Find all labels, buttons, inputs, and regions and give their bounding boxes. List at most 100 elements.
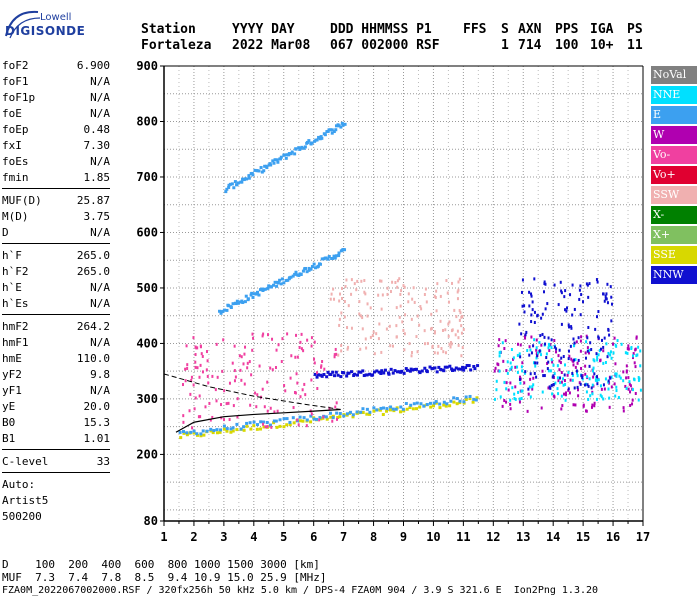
echo-point (494, 366, 497, 370)
echo-point (289, 376, 292, 380)
echo-point (402, 409, 406, 413)
echo-point (227, 401, 230, 405)
echo-point (517, 390, 520, 394)
echo-point (579, 284, 582, 288)
echo-point (297, 146, 301, 150)
param-row: h`E N/A (2, 280, 110, 296)
echo-point (595, 278, 598, 282)
echo-point (295, 372, 298, 376)
echo-point (329, 411, 333, 415)
echo-point (559, 280, 562, 284)
echo-point (269, 163, 273, 167)
echo-point (498, 338, 501, 342)
echo-point (577, 394, 580, 398)
echo-point (631, 356, 634, 360)
echo-point (596, 358, 599, 362)
echo-point (225, 187, 229, 191)
param-value: 1.01 (83, 432, 111, 445)
echo-point (569, 293, 572, 297)
echo-point (511, 386, 514, 390)
echo-point (241, 301, 245, 305)
x-tick-label: 2 (190, 530, 197, 544)
echo-point (505, 369, 508, 373)
echo-point (248, 360, 251, 364)
header-value-pps: 100 (555, 38, 579, 53)
echo-point (268, 423, 272, 427)
echo-point (410, 351, 413, 355)
echo-point (273, 158, 277, 162)
echo-point (391, 280, 394, 284)
echo-point (334, 128, 338, 132)
echo-point (528, 290, 531, 294)
param-value: N/A (90, 107, 110, 120)
echo-point (298, 346, 301, 350)
echo-point (381, 293, 384, 297)
echo-point (399, 304, 402, 308)
echo-point (526, 349, 529, 353)
echo-point (540, 316, 543, 320)
echo-point (530, 313, 533, 317)
echo-point (336, 417, 339, 421)
echo-point (606, 282, 609, 286)
echo-point (326, 129, 330, 133)
echo-point (380, 279, 383, 283)
echo-point (503, 399, 506, 403)
echo-point (416, 350, 419, 354)
echo-point (550, 358, 553, 362)
header-value-s: 1 (501, 38, 509, 53)
echo-point (349, 410, 353, 414)
echo-point (493, 397, 496, 401)
echo-point (452, 396, 456, 400)
echo-point (402, 328, 405, 332)
echo-point (527, 392, 530, 396)
echo-point (255, 290, 259, 294)
echo-point (471, 400, 475, 404)
param-name: foF2 (2, 59, 29, 72)
echo-point (396, 279, 399, 283)
echo-point (267, 333, 270, 337)
echo-point (564, 398, 567, 402)
echo-point (529, 377, 532, 381)
echo-point (405, 368, 409, 372)
echo-point (521, 369, 524, 373)
echo-point (215, 428, 219, 432)
auto-label: Auto: (2, 478, 36, 491)
echo-point (514, 385, 517, 389)
echo-point (195, 433, 199, 437)
echo-point (330, 292, 333, 296)
echo-point (595, 315, 598, 319)
footer-info: FZA0M_2022067002000.RSF / 320fx256h 50 k… (2, 585, 599, 596)
echo-point (451, 368, 455, 372)
echo-point (420, 307, 423, 311)
echo-point (435, 289, 438, 293)
echo-point (571, 371, 574, 375)
echo-point (285, 423, 289, 427)
echo-point (568, 325, 571, 329)
legend-item: W (651, 126, 697, 144)
echo-point (371, 334, 374, 338)
echo-point (458, 399, 462, 403)
echo-point (296, 418, 299, 422)
legend-item: X- (651, 206, 697, 224)
echo-point (301, 269, 305, 273)
param-name: C-level (2, 455, 49, 468)
echo-point (190, 378, 193, 382)
echo-point (563, 373, 566, 377)
echo-point (520, 389, 523, 393)
echo-point (320, 374, 324, 378)
echo-point (345, 412, 349, 416)
echo-point (572, 403, 575, 407)
param-value: 3.75 (83, 210, 111, 223)
echo-point (235, 183, 239, 187)
echo-point (584, 372, 587, 376)
echo-point (571, 378, 574, 382)
echo-point (629, 390, 632, 394)
echo-point (498, 369, 501, 373)
echo-point (244, 294, 248, 298)
echo-point (572, 363, 575, 367)
echo-point (587, 295, 590, 299)
param-name: yF2 (2, 368, 22, 381)
echo-point (240, 378, 243, 382)
echo-point (386, 292, 389, 296)
panel-divider (2, 243, 110, 244)
